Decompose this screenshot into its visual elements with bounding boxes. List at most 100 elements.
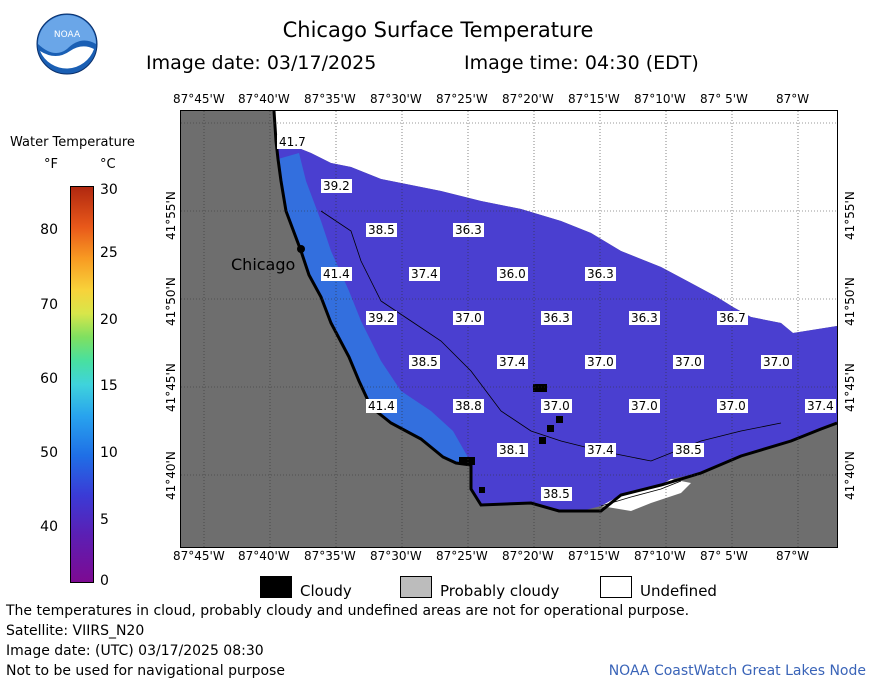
lat-label: 41°50'N [164,277,178,326]
temp-label: 37.0 [629,399,660,413]
lat-label: 41°45'N [164,363,178,412]
legend-swatch-undefined [600,576,632,598]
temp-label: 37.4 [409,267,440,281]
legend-label-cloudy: Cloudy [300,582,352,600]
city-label: Chicago [231,255,296,274]
tick-c: 0 [100,573,109,589]
lon-label: 87° 5'W [700,549,748,563]
coastline [272,111,837,513]
legend-swatch-probably-cloudy [400,576,432,598]
lon-label: 87°30'W [370,549,422,563]
credit: NOAA CoastWatch Great Lakes Node [608,663,866,679]
lon-label: 87° 5'W [700,92,748,106]
lat-label: 41°40'N [843,451,857,500]
lat-label: 41°45'N [843,363,857,412]
undefined-patch [601,479,691,511]
temp-label: 39.2 [321,179,352,193]
lon-label: 87°35'W [304,92,356,106]
lon-label: 87°30'W [370,92,422,106]
lon-label: 87°45'W [173,92,225,106]
satellite-info: Satellite: VIIRS_N20 [6,623,145,639]
chicago-marker [297,245,305,253]
logo-text: NOAA [54,30,81,40]
cloudy-pixel [533,384,547,392]
lon-label: 87°40'W [238,549,290,563]
lon-label: 87°45'W [173,549,225,563]
tick-c: 10 [100,445,118,461]
temp-label: 38.5 [541,487,572,501]
temp-label: 37.4 [805,399,836,413]
tick-f: 60 [40,371,58,387]
tick-f: 80 [40,222,58,238]
legend-swatch-cloudy [260,576,292,598]
legend-label-probably-cloudy: Probably cloudy [440,582,560,600]
temp-label: 38.5 [673,443,704,457]
lat-label: 41°40'N [164,451,178,500]
contour-line [600,480,682,507]
map-canvas [181,111,837,547]
temp-label: 37.4 [585,443,616,457]
unit-celsius: °C [100,157,116,172]
temp-label: 38.8 [453,399,484,413]
map-panel: Chicago 41.7 39.2 38.5 36.3 41.4 37.4 36… [180,110,838,548]
tick-f: 40 [40,519,58,535]
temp-label: 38.5 [366,223,397,237]
temp-label: 36.3 [629,311,660,325]
temp-label: 37.0 [541,399,572,413]
lon-label: 87°25'W [436,549,488,563]
noaa-logo: NOAA [36,13,98,75]
unit-fahrenheit: °F [44,157,58,172]
lon-label: 87°15'W [568,92,620,106]
utc-date: Image date: (UTC) 03/17/2025 08:30 [6,643,264,659]
lon-label: 87°W [776,92,810,106]
legend-label-undefined: Undefined [640,582,717,600]
image-date: Image date: 03/17/2025 [146,52,377,74]
tick-c: 20 [100,312,118,328]
temp-label: 37.0 [673,355,704,369]
temp-label: 37.0 [585,355,616,369]
temp-label: 39.2 [366,311,397,325]
tick-c: 25 [100,245,118,261]
image-time: Image time: 04:30 (EDT) [464,52,699,74]
temp-label: 36.7 [717,311,748,325]
temp-label: 36.3 [453,223,484,237]
tick-c: 30 [100,182,118,198]
cloudy-pixel [556,416,563,423]
temp-label: 38.5 [409,355,440,369]
temp-label: 41.4 [321,267,352,281]
cloudy-pixel [479,487,485,493]
temp-label: 38.1 [497,443,528,457]
colorbar-title: Water Temperature [10,135,135,150]
lon-label: 87°15'W [568,549,620,563]
lat-label: 41°55'N [843,191,857,240]
lon-label: 87°10'W [634,549,686,563]
lat-label: 41°55'N [164,191,178,240]
lon-label: 87°W [776,549,810,563]
temp-label: 37.0 [453,311,484,325]
lon-label: 87°25'W [436,92,488,106]
lon-label: 87°20'W [502,92,554,106]
colorbar [70,186,94,583]
temp-label: 37.0 [717,399,748,413]
disclaimer-note: The temperatures in cloud, probably clou… [6,603,690,619]
temp-label: 36.3 [585,267,616,281]
tick-c: 5 [100,512,109,528]
temp-label: 36.3 [541,311,572,325]
temp-label: 41.7 [277,135,308,149]
cloudy-pixel [459,457,475,465]
lon-label: 87°20'W [502,549,554,563]
temp-label: 41.4 [366,399,397,413]
tick-c: 15 [100,378,118,394]
temp-label: 37.0 [761,355,792,369]
cloudy-pixel [539,437,546,444]
lon-label: 87°35'W [304,549,356,563]
tick-f: 50 [40,445,58,461]
undefined-area [274,111,837,333]
cloudy-pixel [547,425,554,432]
nav-warning: Not to be used for navigational purpose [6,663,285,679]
lon-label: 87°40'W [238,92,290,106]
tick-f: 70 [40,297,58,313]
lon-label: 87°10'W [634,92,686,106]
lat-label: 41°50'N [843,277,857,326]
temp-label: 37.4 [497,355,528,369]
